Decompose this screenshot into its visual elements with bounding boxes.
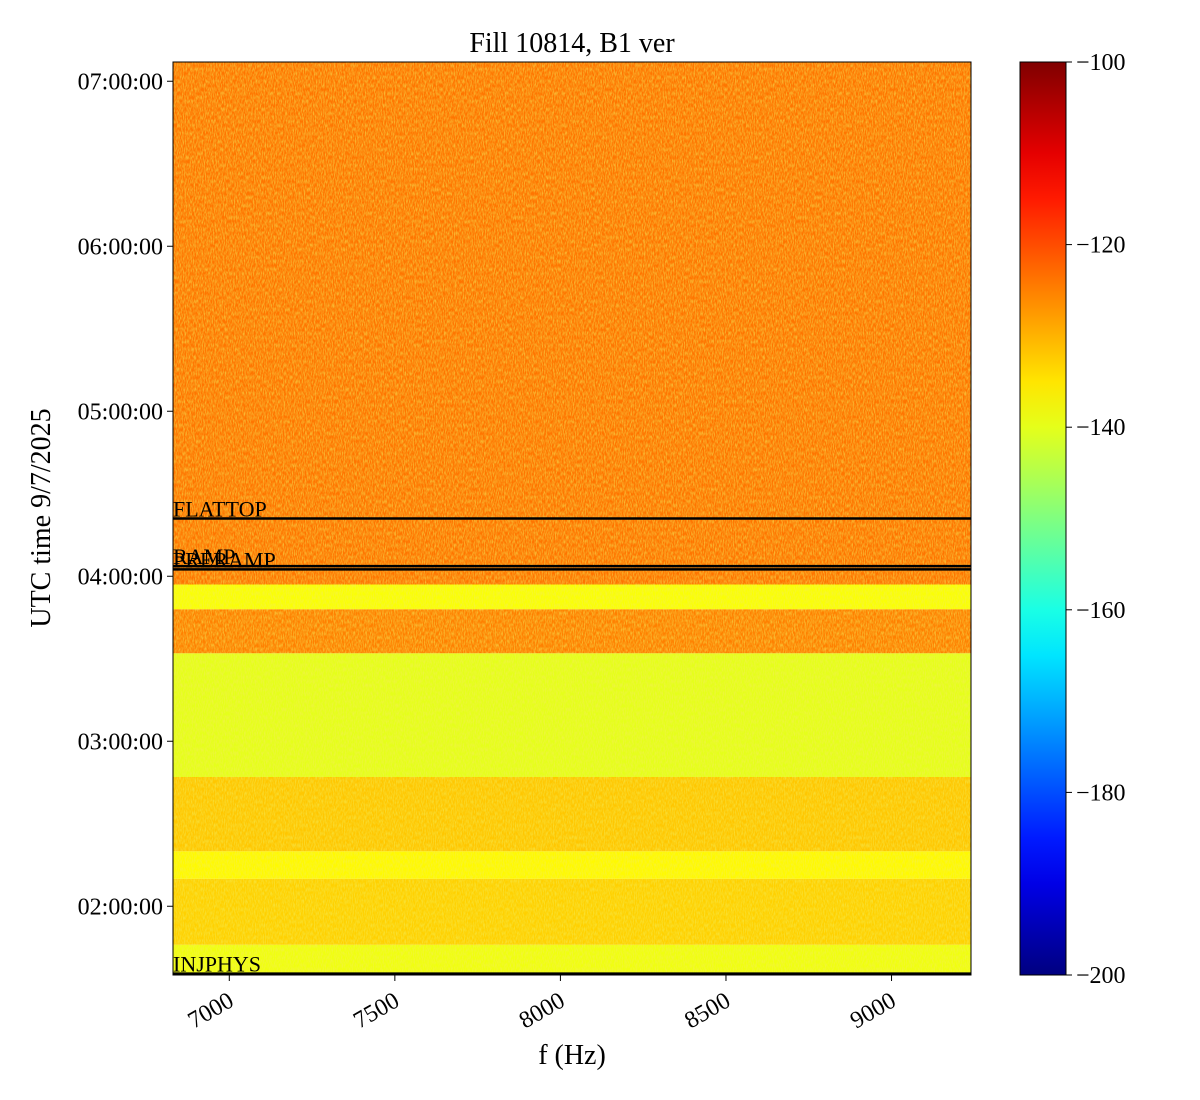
chart-title: Fill 10814, B1 ver <box>469 28 675 59</box>
y-tick-label: 06:00:00 <box>78 234 163 260</box>
colorbar-tick-label: −140 <box>1076 415 1126 441</box>
y-tick-label: 05:00:00 <box>78 399 163 425</box>
event-label: INJPHYS <box>173 952 261 977</box>
x-tick-label: 8000 <box>515 988 570 1035</box>
y-tick-label: 03:00:00 <box>78 729 163 755</box>
colorbar-tick-label: −100 <box>1076 50 1126 76</box>
y-tick-label: 02:00:00 <box>78 894 163 920</box>
event-label: RAMP <box>173 544 235 569</box>
y-tick-label: 04:00:00 <box>78 564 163 590</box>
colorbar <box>1019 61 1067 976</box>
x-tick-label: 8500 <box>680 988 735 1035</box>
x-axis-label: f (Hz) <box>538 1040 606 1071</box>
x-tick-label: 7000 <box>184 988 239 1035</box>
colorbar-tick-label: −160 <box>1076 598 1126 624</box>
colorbar-tick-label: −120 <box>1076 233 1126 259</box>
x-tick-label: 7500 <box>349 988 404 1035</box>
colorbar-tick-label: −200 <box>1076 963 1126 989</box>
y-tick-label: 07:00:00 <box>78 69 163 95</box>
event-label: FLATTOP <box>173 497 267 522</box>
x-tick-label: 9000 <box>846 988 901 1035</box>
event-label: PRERAMP <box>173 547 276 572</box>
colorbar-tick-label: −180 <box>1076 780 1126 806</box>
y-axis-label: UTC time 9/7/2025 <box>26 408 57 627</box>
plot-frame <box>172 61 972 976</box>
